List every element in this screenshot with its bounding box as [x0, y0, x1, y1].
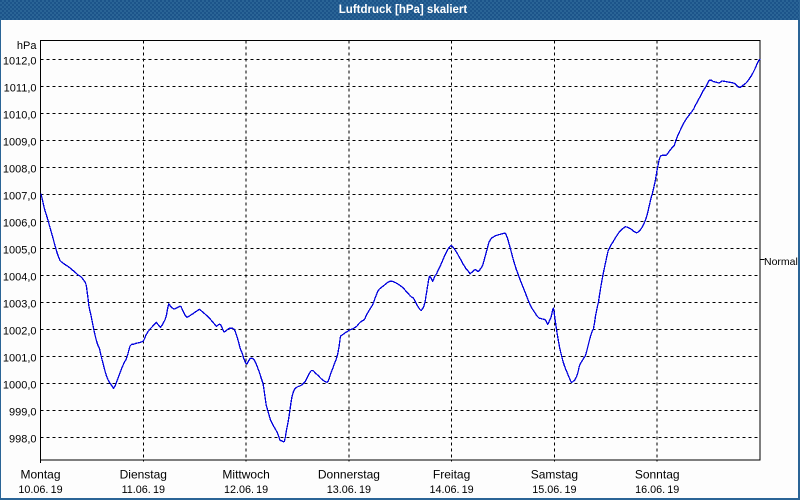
svg-text:Samstag: Samstag: [531, 468, 578, 482]
svg-text:Mittwoch: Mittwoch: [222, 468, 269, 482]
svg-text:10.06. 19: 10.06. 19: [18, 484, 62, 496]
svg-text:1010,0: 1010,0: [3, 110, 37, 122]
svg-text:12.06. 19: 12.06. 19: [224, 484, 268, 496]
svg-text:14.06. 19: 14.06. 19: [429, 484, 473, 496]
svg-text:1007,0: 1007,0: [3, 191, 37, 203]
svg-text:15.06. 19: 15.06. 19: [532, 484, 576, 496]
svg-text:1003,0: 1003,0: [3, 299, 37, 311]
svg-text:hPa: hPa: [17, 40, 37, 52]
svg-text:1005,0: 1005,0: [3, 245, 37, 257]
svg-text:Dienstag: Dienstag: [120, 468, 167, 482]
svg-text:1009,0: 1009,0: [3, 137, 37, 149]
svg-text:1006,0: 1006,0: [3, 218, 37, 230]
svg-text:Freitag: Freitag: [433, 468, 470, 482]
svg-text:1004,0: 1004,0: [3, 272, 37, 284]
svg-text:Donnerstag: Donnerstag: [318, 468, 380, 482]
svg-text:1012,0: 1012,0: [3, 56, 37, 68]
svg-text:16.06. 19: 16.06. 19: [635, 484, 679, 496]
svg-text:Montag: Montag: [20, 468, 60, 482]
svg-text:13.06. 19: 13.06. 19: [327, 484, 371, 496]
svg-text:1002,0: 1002,0: [3, 326, 37, 338]
svg-text:1001,0: 1001,0: [3, 353, 37, 365]
svg-text:Normal: Normal: [764, 256, 798, 268]
svg-text:998,0: 998,0: [9, 434, 37, 446]
svg-text:1008,0: 1008,0: [3, 164, 37, 176]
svg-text:1000,0: 1000,0: [3, 380, 37, 392]
svg-text:1011,0: 1011,0: [4, 83, 37, 95]
svg-text:11.06. 19: 11.06. 19: [122, 484, 165, 496]
svg-text:999,0: 999,0: [9, 407, 37, 419]
svg-text:Sonntag: Sonntag: [635, 468, 680, 482]
